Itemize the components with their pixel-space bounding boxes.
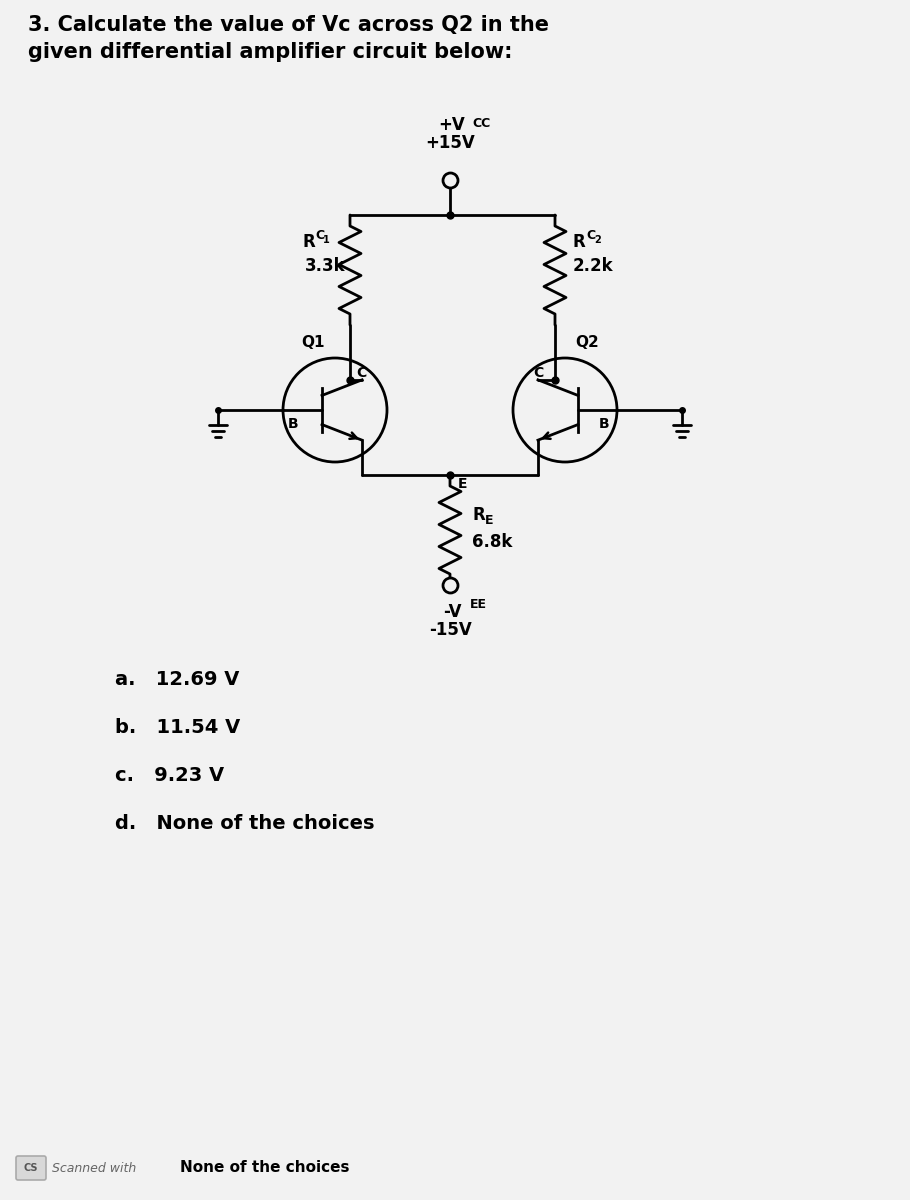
Text: E: E <box>458 476 468 491</box>
Text: 6.8k: 6.8k <box>472 533 512 551</box>
Text: C: C <box>533 366 543 380</box>
FancyBboxPatch shape <box>16 1156 46 1180</box>
Text: Q2: Q2 <box>575 335 599 350</box>
Text: B: B <box>599 416 610 431</box>
Text: d.   None of the choices: d. None of the choices <box>115 814 375 833</box>
Text: C: C <box>315 229 324 242</box>
Text: R: R <box>302 233 315 251</box>
Text: None of the choices: None of the choices <box>180 1160 349 1176</box>
Text: 1: 1 <box>323 235 329 245</box>
Text: CS: CS <box>24 1163 38 1174</box>
Text: B: B <box>288 416 298 431</box>
Text: -V: -V <box>443 602 461 622</box>
Text: CC: CC <box>472 116 490 130</box>
Text: C: C <box>356 366 366 380</box>
Text: 3.3k: 3.3k <box>305 257 346 275</box>
Text: a.   12.69 V: a. 12.69 V <box>115 670 239 689</box>
Text: EE: EE <box>470 598 487 611</box>
Text: +15V: +15V <box>425 134 475 152</box>
Text: E: E <box>485 514 493 527</box>
Text: Q1: Q1 <box>301 335 325 350</box>
Text: +V: +V <box>439 116 465 134</box>
Text: Scanned with: Scanned with <box>52 1162 136 1175</box>
Text: R: R <box>573 233 586 251</box>
Text: -15V: -15V <box>429 622 471 638</box>
Text: b.   11.54 V: b. 11.54 V <box>115 718 240 737</box>
Text: given differential amplifier circuit below:: given differential amplifier circuit bel… <box>28 42 512 62</box>
Text: c.   9.23 V: c. 9.23 V <box>115 766 224 785</box>
Text: 3. Calculate the value of Vc across Q2 in the: 3. Calculate the value of Vc across Q2 i… <box>28 14 549 35</box>
Text: C: C <box>586 229 595 242</box>
Text: 2.2k: 2.2k <box>573 257 613 275</box>
Text: 2: 2 <box>594 235 601 245</box>
Text: R: R <box>472 506 485 524</box>
